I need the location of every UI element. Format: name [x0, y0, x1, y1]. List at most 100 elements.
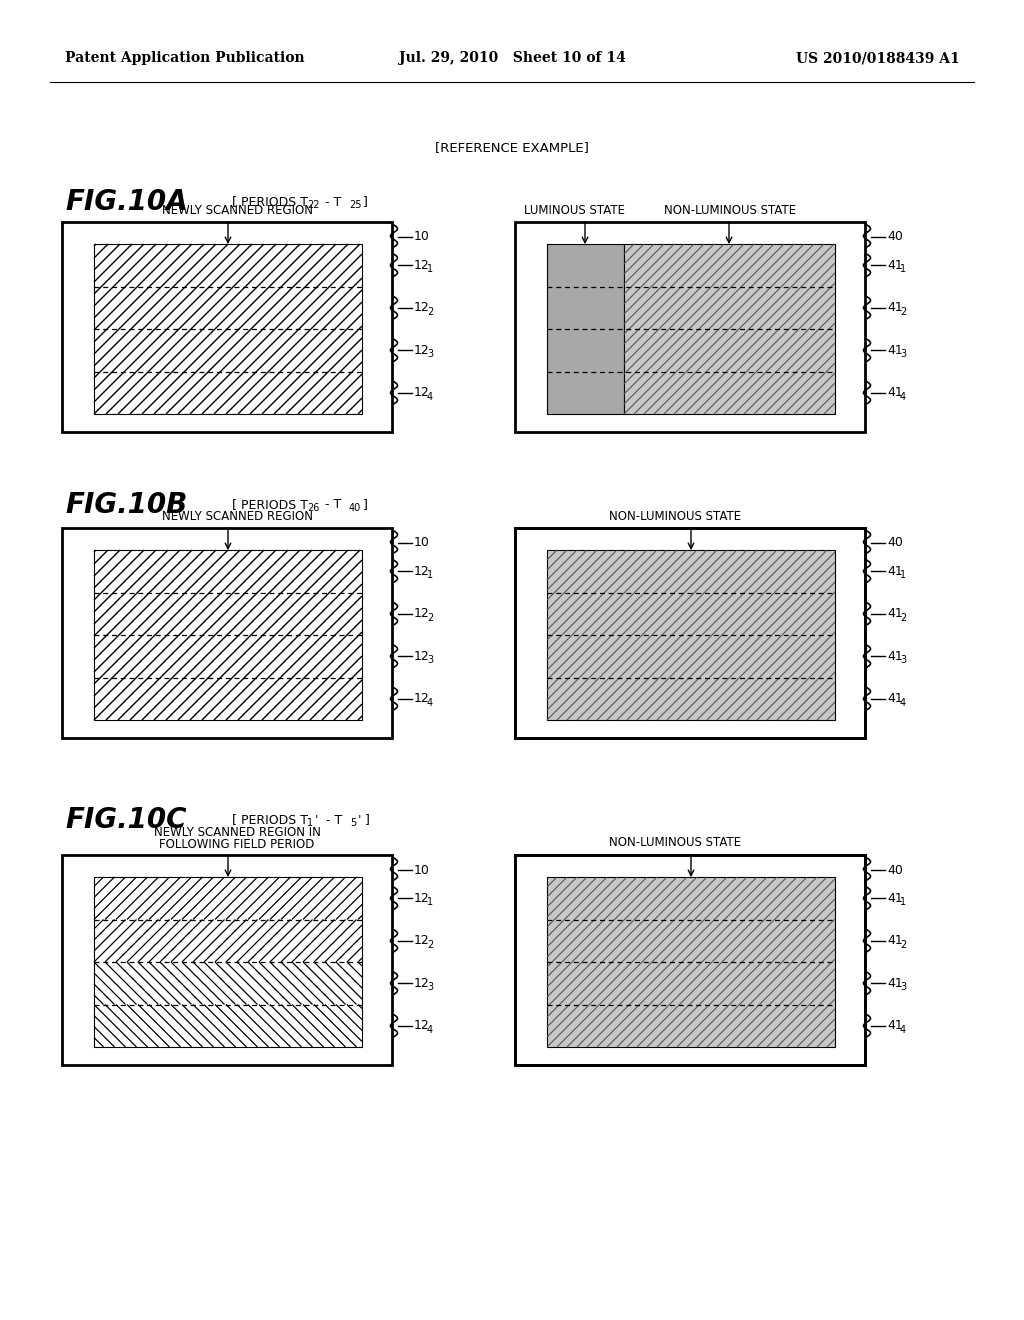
Text: 1: 1: [427, 264, 433, 275]
Text: 12: 12: [414, 565, 430, 578]
Text: FIG.10C: FIG.10C: [65, 807, 186, 834]
Text: NON-LUMINOUS STATE: NON-LUMINOUS STATE: [609, 510, 741, 523]
Text: 41: 41: [887, 692, 903, 705]
Text: LUMINOUS STATE: LUMINOUS STATE: [524, 203, 626, 216]
Text: 41: 41: [887, 935, 903, 948]
Text: 41: 41: [887, 649, 903, 663]
Text: NEWLY SCANNED REGION: NEWLY SCANNED REGION: [162, 510, 312, 523]
Text: 2: 2: [427, 306, 433, 317]
Text: ': ': [358, 813, 361, 826]
Text: 26: 26: [307, 503, 319, 513]
Bar: [94, 550, 362, 719]
Text: 41: 41: [887, 1019, 903, 1032]
Text: 10: 10: [414, 863, 430, 876]
Text: 3: 3: [427, 982, 433, 993]
Bar: [62, 855, 392, 1065]
Bar: [62, 222, 392, 432]
Text: 40: 40: [349, 503, 361, 513]
Text: 2: 2: [900, 940, 906, 950]
Text: 1: 1: [900, 570, 906, 581]
Text: NON-LUMINOUS STATE: NON-LUMINOUS STATE: [609, 837, 741, 850]
Text: 25: 25: [349, 201, 361, 210]
Text: NEWLY SCANNED REGION IN: NEWLY SCANNED REGION IN: [154, 826, 321, 840]
Text: 2: 2: [427, 940, 433, 950]
Text: 12: 12: [414, 977, 430, 990]
Text: 41: 41: [887, 387, 903, 399]
Text: 2: 2: [900, 306, 906, 317]
Text: [ PERIODS T: [ PERIODS T: [232, 195, 308, 209]
Text: 4: 4: [900, 1024, 906, 1035]
Text: 41: 41: [887, 892, 903, 904]
Text: 4: 4: [900, 698, 906, 708]
Bar: [515, 528, 865, 738]
Text: 1: 1: [900, 264, 906, 275]
Text: [ PERIODS T: [ PERIODS T: [232, 499, 308, 511]
Text: - T: - T: [321, 499, 341, 511]
Text: Jul. 29, 2010   Sheet 10 of 14: Jul. 29, 2010 Sheet 10 of 14: [398, 51, 626, 65]
Bar: [62, 528, 392, 738]
Bar: [547, 550, 835, 719]
Text: 41: 41: [887, 977, 903, 990]
Bar: [624, 244, 835, 414]
Bar: [515, 855, 865, 1065]
Text: [REFERENCE EXAMPLE]: [REFERENCE EXAMPLE]: [435, 141, 589, 154]
Text: 1: 1: [307, 818, 313, 828]
Bar: [515, 222, 865, 432]
Bar: [547, 244, 624, 414]
Text: 1: 1: [427, 898, 433, 907]
Text: 2: 2: [900, 612, 906, 623]
Bar: [94, 876, 362, 1047]
Text: 3: 3: [900, 655, 906, 665]
Text: ]: ]: [365, 813, 370, 826]
Text: 12: 12: [414, 692, 430, 705]
Text: ]: ]: [362, 195, 368, 209]
Text: 12: 12: [414, 892, 430, 904]
Text: 41: 41: [887, 565, 903, 578]
Text: 41: 41: [887, 301, 903, 314]
Text: 41: 41: [887, 607, 903, 620]
Text: 2: 2: [427, 612, 433, 623]
Text: 22: 22: [307, 201, 319, 210]
Text: 12: 12: [414, 343, 430, 356]
Text: 41: 41: [887, 343, 903, 356]
Text: 12: 12: [414, 607, 430, 620]
Text: 3: 3: [900, 350, 906, 359]
Bar: [547, 876, 835, 1047]
Text: ': ': [315, 813, 318, 826]
Text: - T: - T: [321, 195, 341, 209]
Bar: [515, 855, 865, 1065]
Text: 40: 40: [887, 863, 903, 876]
Bar: [515, 528, 865, 738]
Text: 40: 40: [887, 536, 903, 549]
Text: 5: 5: [350, 818, 356, 828]
Bar: [515, 222, 865, 432]
Text: 4: 4: [427, 698, 433, 708]
Text: 12: 12: [414, 649, 430, 663]
Text: US 2010/0188439 A1: US 2010/0188439 A1: [797, 51, 961, 65]
Text: 40: 40: [887, 231, 903, 243]
Text: ]: ]: [362, 499, 368, 511]
Text: 12: 12: [414, 1019, 430, 1032]
Text: 12: 12: [414, 935, 430, 948]
Text: 12: 12: [414, 259, 430, 272]
Text: 12: 12: [414, 301, 430, 314]
Text: NEWLY SCANNED REGION: NEWLY SCANNED REGION: [162, 203, 312, 216]
Text: 10: 10: [414, 231, 430, 243]
Text: 1: 1: [900, 898, 906, 907]
Text: 3: 3: [427, 655, 433, 665]
Bar: [94, 244, 362, 414]
Text: FIG.10B: FIG.10B: [65, 491, 187, 519]
Text: Patent Application Publication: Patent Application Publication: [65, 51, 304, 65]
Text: 12: 12: [414, 387, 430, 399]
Text: FIG.10A: FIG.10A: [65, 187, 187, 216]
Text: 41: 41: [887, 259, 903, 272]
Text: [ PERIODS T: [ PERIODS T: [232, 813, 308, 826]
Text: 4: 4: [427, 1024, 433, 1035]
Text: 3: 3: [900, 982, 906, 993]
Text: 4: 4: [427, 392, 433, 401]
Text: FOLLOWING FIELD PERIOD: FOLLOWING FIELD PERIOD: [160, 838, 314, 851]
Text: NON-LUMINOUS STATE: NON-LUMINOUS STATE: [664, 203, 796, 216]
Text: 1: 1: [427, 570, 433, 581]
Text: 3: 3: [427, 350, 433, 359]
Text: - T: - T: [322, 813, 342, 826]
